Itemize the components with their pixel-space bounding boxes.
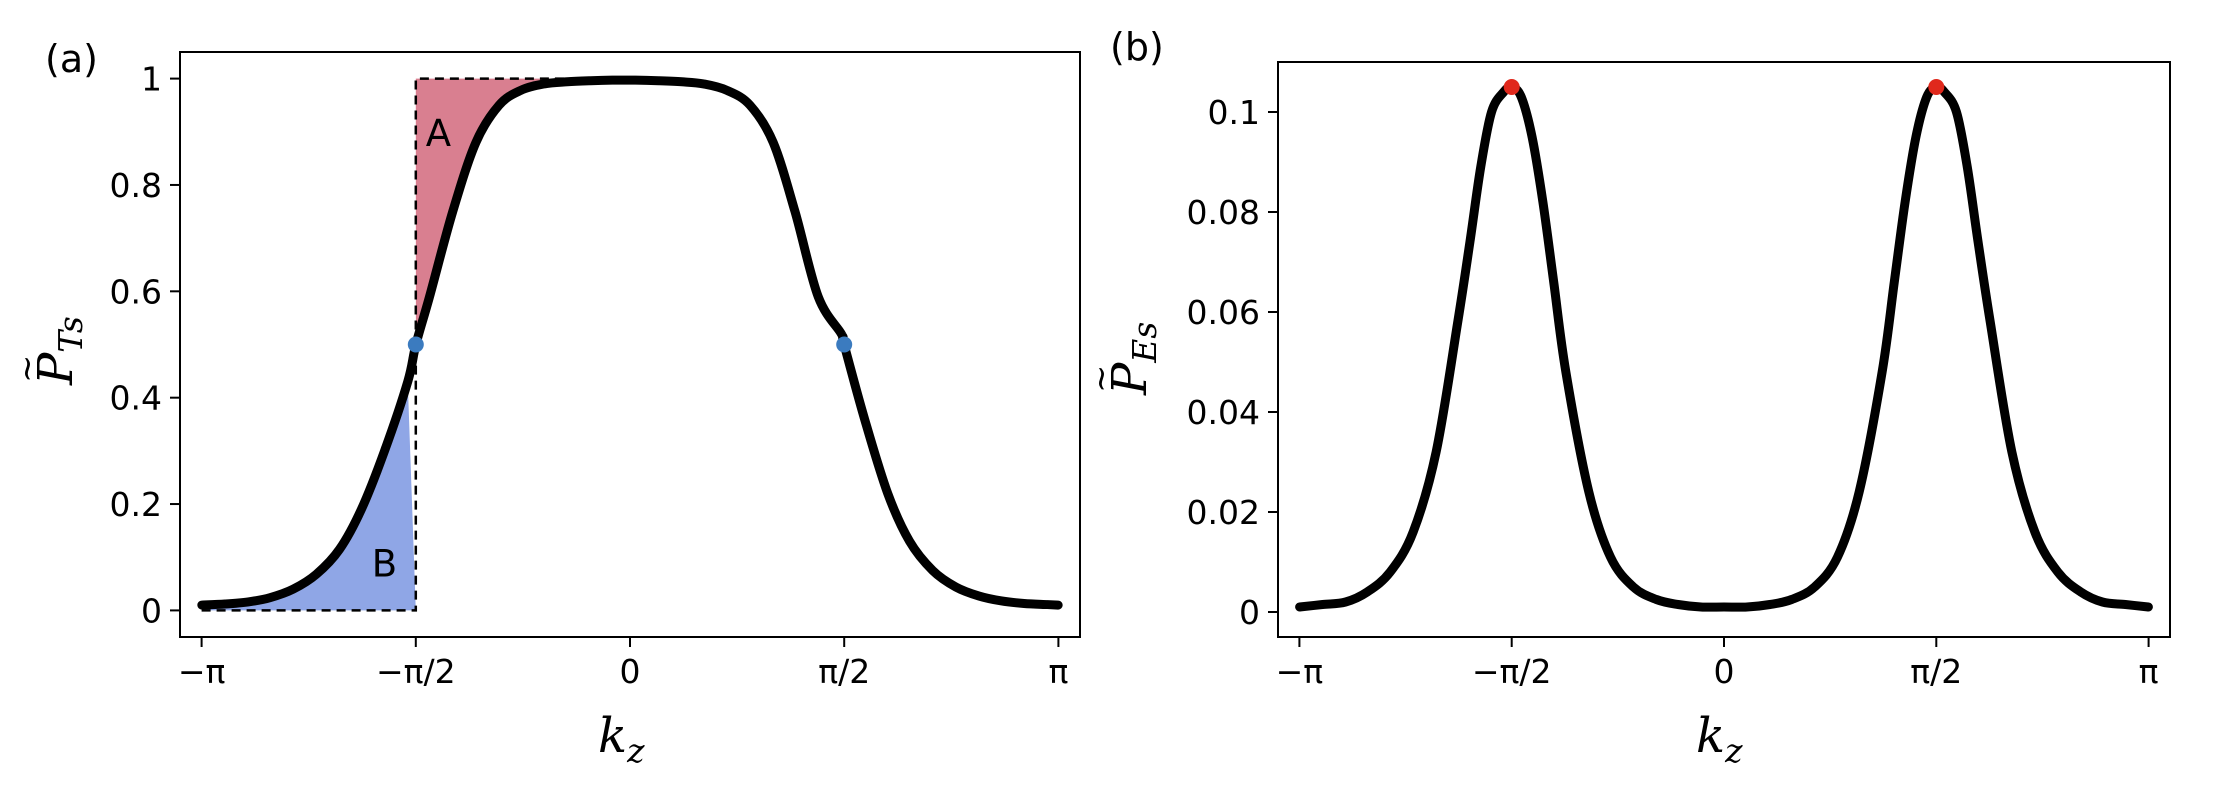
a-x-axis-label: kz xyxy=(598,708,645,770)
a-marker-0 xyxy=(407,336,424,353)
a-x-tick-label-1: −π/2 xyxy=(376,652,456,691)
a-y-axis-label-accent: ~ xyxy=(7,355,47,384)
region-b xyxy=(201,381,416,611)
a-y-tick-label-2: 0.4 xyxy=(110,379,162,418)
region-a xyxy=(415,78,630,345)
panel-b: −π −π/2 0 π/2 π 00.020.040.060.080.1 (b) kz … xyxy=(1081,25,2171,770)
svg-text:PTs: PTs xyxy=(28,316,90,386)
a-y-axis-label: PTs ~ xyxy=(7,316,90,386)
b-x-tick-label-4: π xyxy=(2139,652,2159,691)
b-y-tick-label-5: 0.1 xyxy=(1208,93,1260,132)
b-plot-frame xyxy=(1277,61,2171,638)
a-y-tick-label-0: 0 xyxy=(141,591,162,630)
a-y-tick-label-5: 1 xyxy=(141,60,162,99)
a-y-axis-label-sub: Ts xyxy=(51,316,90,353)
b-x-tick-label-1: −π/2 xyxy=(1472,652,1552,691)
b-y-tick-label-4: 0.08 xyxy=(1187,193,1260,232)
region-b-label: B xyxy=(372,543,397,586)
a-x-tick-label-3: π/2 xyxy=(818,652,870,691)
b-y-axis-label: PEs ~ xyxy=(1081,322,1164,396)
b-markers xyxy=(1503,79,1945,95)
a-markers xyxy=(407,336,853,353)
b-y-axis-label-main: P xyxy=(1102,362,1158,396)
b-x-ticks: −π −π/2 0 π/2 π xyxy=(1276,637,2159,691)
a-x-tick-label-0: −π xyxy=(178,652,226,691)
a-x-tick-label-4: π xyxy=(1048,652,1068,691)
b-y-tick-label-0: 0 xyxy=(1239,593,1260,632)
a-y-axis-label-main: P xyxy=(28,352,84,386)
b-marker-1 xyxy=(1928,79,1945,95)
b-y-ticks: 0 0.02 0.04 0.06 0.08 0.1 xyxy=(1187,93,1278,632)
region-b-border xyxy=(201,344,418,612)
b-x-tick-label-0: −π xyxy=(1276,652,1324,691)
a-y-tick-label-4: 0.8 xyxy=(110,166,162,205)
b-marker-0 xyxy=(1503,79,1520,95)
b-y-tick-label-1: 0.02 xyxy=(1187,493,1260,532)
panel-a: A B −π −π/2 0 π/2 π 0 0.2 0.4 0.6 0.8 1 (a) kz PTs… xyxy=(7,37,1081,770)
a-panel-label: (a) xyxy=(45,37,98,81)
a-x-axis-label-main: k xyxy=(598,708,627,764)
b-x-tick-label-3: π/2 xyxy=(1910,652,1962,691)
a-marker-1 xyxy=(836,336,853,353)
svg-text:PEs: PEs xyxy=(1102,322,1164,396)
b-x-tick-label-2: 0 xyxy=(1714,652,1735,691)
b-panel-label: (b) xyxy=(1110,25,1164,69)
a-y-ticks: 0 0.2 0.4 0.6 0.8 1 xyxy=(110,60,180,630)
b-y-axis-label-accent: ~ xyxy=(1081,365,1121,394)
b-x-axis-label-sub: z xyxy=(1724,731,1743,770)
b-y-tick-label-2: 0.04 xyxy=(1187,393,1260,432)
b-x-axis-label: kz xyxy=(1696,708,1743,770)
b-curve-group xyxy=(1295,82,2153,612)
b-y-axis-label-sub: Es xyxy=(1125,322,1164,364)
region-a-label: A xyxy=(426,112,451,155)
a-y-tick-label-1: 0.2 xyxy=(110,485,162,524)
b-series-line-0 xyxy=(1295,82,2153,612)
a-x-axis-label-sub: z xyxy=(626,731,645,770)
a-series-line-0 xyxy=(197,75,1063,610)
a-x-tick-label-2: 0 xyxy=(620,652,641,691)
a-y-tick-label-3: 0.6 xyxy=(110,272,162,311)
a-x-ticks: −π −π/2 0 π/2 π xyxy=(178,637,1068,691)
b-y-tick-label-3: 0.06 xyxy=(1187,293,1260,332)
a-plot-frame xyxy=(179,51,1081,638)
b-x-axis-label-main: k xyxy=(1696,708,1725,764)
a-curve-group xyxy=(197,75,1063,610)
